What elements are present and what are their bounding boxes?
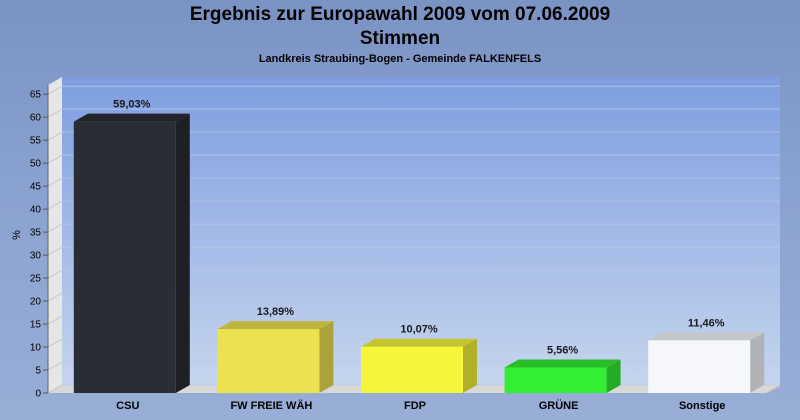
wall-gridline: [47, 177, 63, 187]
wall-gridline: [47, 315, 63, 325]
category-label: FDP: [404, 400, 426, 412]
bar-top: [361, 338, 477, 347]
bar-top: [217, 321, 334, 330]
y-tick-label: 55: [30, 136, 42, 147]
chart-subtitle: Stimmen: [359, 28, 441, 49]
data-label: 59,03%: [113, 99, 151, 111]
category-label: Sonstige: [679, 400, 725, 412]
bars: [73, 113, 765, 393]
y-axis-label: %: [11, 230, 23, 240]
category-label: CSU: [116, 400, 139, 412]
bar-front: [648, 340, 751, 393]
bar-front: [361, 346, 463, 393]
y-tick-label: 65: [30, 90, 42, 101]
y-tick-label: 10: [30, 343, 42, 354]
category-label: FW FREIE WÄH: [230, 399, 312, 412]
wall-gridline: [47, 292, 63, 302]
y-tick-label: 40: [30, 205, 42, 216]
y-tick-label: 45: [30, 182, 42, 193]
wall-gridline: [47, 154, 63, 164]
wall-gridline: [47, 269, 63, 279]
bar: [648, 332, 765, 393]
bar-side: [750, 332, 765, 393]
wall-gridline: [47, 223, 63, 233]
y-tick-label: 15: [30, 320, 42, 331]
bar: [217, 321, 334, 393]
wall-gridline: [47, 246, 63, 256]
chart-region-label: Landkreis Straubing-Bogen - Gemeinde FAL…: [258, 53, 542, 65]
y-tick-label: 35: [30, 228, 42, 239]
left-wall: [48, 77, 62, 393]
category-label: GRÜNE: [539, 399, 579, 412]
y-tick-label: 60: [30, 113, 42, 124]
data-label: 10,07%: [400, 324, 438, 336]
bar-top: [73, 113, 190, 122]
floor-edge: [766, 385, 780, 393]
y-tick-label: 30: [30, 251, 42, 262]
y-tick-label: 50: [30, 159, 42, 170]
wall-gridline: [47, 108, 63, 118]
chart-title: Ergebnis zur Europawahl 2009 vom 07.06.2…: [189, 4, 611, 25]
y-tick-label: 20: [30, 297, 42, 308]
bar: [73, 113, 190, 393]
bar-front: [217, 329, 320, 393]
labels: 59,03% CSU 13,89% FW FREIE WÄH 10,07% FDP 5,56…: [113, 99, 725, 412]
data-label: 5,56%: [547, 344, 578, 356]
data-label: 13,89%: [257, 306, 295, 318]
bar-side: [606, 359, 621, 393]
bar-front: [73, 121, 176, 393]
wall-gridline: [47, 384, 63, 394]
bar-top: [648, 332, 765, 341]
bar-side: [319, 321, 334, 393]
wall-gridline: [47, 200, 63, 210]
y-tick-label: 0: [35, 389, 41, 400]
bar-side: [175, 113, 190, 393]
y-tick-label: 25: [30, 274, 42, 285]
wall-gridline: [47, 131, 63, 141]
bar-top: [504, 359, 621, 368]
wall-gridline: [47, 361, 63, 371]
bar-side: [463, 338, 477, 393]
y-tick-label: 5: [35, 366, 41, 377]
bar-front: [504, 367, 607, 393]
bar: [504, 359, 621, 393]
wall-gridline: [47, 85, 63, 95]
wall-gridline: [47, 338, 63, 348]
data-label: 11,46%: [688, 317, 725, 329]
bar: [361, 338, 477, 393]
